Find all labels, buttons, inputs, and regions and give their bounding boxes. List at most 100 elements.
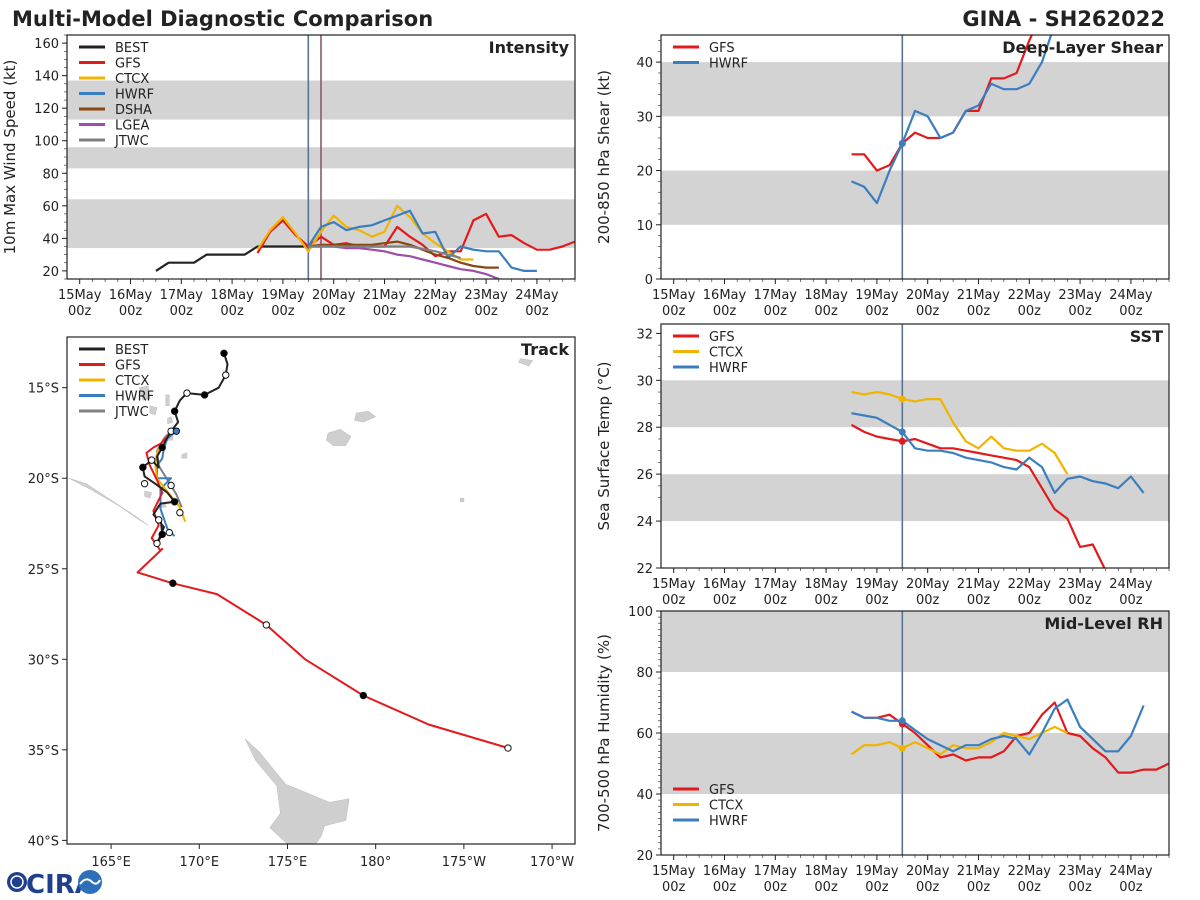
xtick-hour-label: 00z — [865, 304, 889, 319]
band-shear-0 — [661, 170, 1169, 225]
xtick-hour-label: 00z — [916, 304, 940, 319]
track-marker-best — [147, 456, 156, 464]
xtick-day-label: 16May — [703, 864, 747, 879]
track-marker-best — [139, 463, 147, 472]
ytick-label: 0 — [645, 273, 653, 288]
figure-title: Multi-Model Diagnostic Comparison — [12, 7, 433, 31]
xtick-day-label: 15May — [652, 577, 696, 592]
xtick-day-label: 20May — [906, 864, 950, 879]
track-ytick-label: 15°S — [28, 382, 59, 397]
legend-label: HWRF — [709, 57, 748, 72]
series-line-dsha — [308, 240, 499, 269]
land-polygon-0 — [68, 477, 149, 526]
xtick-hour-label: 00z — [764, 304, 788, 319]
legend-label: HWRF — [709, 814, 748, 829]
track-marker-best — [170, 407, 179, 415]
ytick-label: 40 — [636, 56, 653, 71]
track-marker-gfs — [262, 621, 271, 629]
xtick-day-label: 17May — [754, 864, 798, 879]
xtick-day-label: 16May — [703, 288, 747, 303]
xtick-day-label: 17May — [754, 577, 798, 592]
track-marker-best — [222, 371, 230, 379]
logo-ring — [10, 875, 24, 889]
legend-label: HWRF — [115, 88, 154, 103]
panel-shear: 01020304015May00z16May00z17May00z18May00… — [595, 34, 1170, 319]
land-polygon-1 — [244, 738, 350, 844]
ytick-label: 24 — [636, 515, 653, 530]
series-line-lgea — [308, 245, 500, 279]
legend-label: BEST — [115, 41, 148, 56]
xtick-day-label: 23May — [464, 288, 508, 303]
logo-wave-icon — [78, 870, 102, 894]
ytick-label: 32 — [636, 327, 653, 342]
xtick-hour-label: 00z — [271, 304, 295, 319]
land-polygon-5 — [138, 385, 151, 401]
xtick-hour-label: 00z — [865, 880, 889, 895]
series-line-ctcx — [256, 204, 474, 261]
init-marker-hwrf — [898, 717, 906, 725]
xtick-hour-label: 00z — [68, 304, 92, 319]
track-xtick-label: 175°W — [442, 855, 486, 870]
track-marker-hwrf — [167, 481, 175, 490]
panel-sst: 22242628303215May00z16May00z17May00z18Ma… — [595, 323, 1170, 608]
xtick-day-label: 24May — [1109, 577, 1153, 592]
xtick-day-label: 18May — [210, 288, 254, 303]
panel-title: Mid-Level RH — [1044, 614, 1163, 633]
init-marker-ctcx — [898, 744, 906, 752]
legend-label: GFS — [115, 359, 141, 374]
init-marker-hwrf — [898, 139, 906, 147]
xtick-hour-label: 00z — [814, 880, 838, 895]
track-series — [136, 349, 512, 752]
xtick-day-label: 21May — [363, 288, 407, 303]
xtick-day-label: 20May — [906, 577, 950, 592]
init-marker-gfs — [898, 437, 906, 445]
band-sst-1 — [661, 380, 1169, 428]
y-axis-label: Sea Surface Temp (°C) — [595, 361, 613, 530]
xtick-hour-label: 00z — [373, 304, 397, 319]
ytick-label: 22 — [636, 562, 653, 577]
series-group — [850, 698, 1169, 774]
land-polygon-13 — [518, 358, 534, 367]
xtick-hour-label: 00z — [916, 593, 940, 608]
legend-label: DSHA — [115, 103, 152, 118]
xtick-day-label: 15May — [58, 288, 102, 303]
xtick-hour-label: 00z — [967, 304, 991, 319]
xtick-hour-label: 00z — [170, 304, 194, 319]
track-marker-best — [158, 530, 166, 539]
band-shear-1 — [661, 62, 1169, 117]
xtick-hour-label: 00z — [814, 593, 838, 608]
xtick-hour-label: 00z — [1119, 304, 1143, 319]
series-line-gfs — [850, 423, 1106, 568]
init-marker-ctcx — [898, 395, 906, 403]
xtick-day-label: 22May — [1008, 288, 1052, 303]
xtick-hour-label: 00z — [1018, 880, 1042, 895]
track-marker-best — [153, 539, 161, 548]
legend-label: GFS — [709, 783, 735, 798]
land-polygon-14 — [460, 497, 465, 503]
track-marker-hwrf — [155, 516, 163, 524]
track-marker-best — [140, 479, 149, 488]
panel-title: Track — [521, 340, 569, 359]
xtick-hour-label: 00z — [967, 880, 991, 895]
xtick-day-label: 24May — [1109, 288, 1153, 303]
land-polygon-9 — [181, 452, 188, 459]
plot-frame-track — [66, 336, 576, 845]
xtick-day-label: 15May — [652, 864, 696, 879]
storm-id: GINA - SH262022 — [962, 7, 1165, 31]
ytick-label: 80 — [636, 666, 653, 681]
legend-label: BEST — [115, 343, 148, 358]
track-marker-best — [170, 498, 179, 506]
track-marker-gfs — [504, 744, 512, 752]
xtick-hour-label: 00z — [814, 304, 838, 319]
ytick-label: 80 — [42, 167, 59, 182]
xtick-hour-label: 00z — [662, 304, 686, 319]
legend-label: GFS — [115, 57, 141, 72]
legend-label: HWRF — [709, 361, 748, 376]
xtick-hour-label: 00z — [916, 880, 940, 895]
track-marker-best — [183, 389, 191, 397]
band-rh-1 — [661, 611, 1169, 672]
series-line-jtwc — [308, 245, 461, 259]
